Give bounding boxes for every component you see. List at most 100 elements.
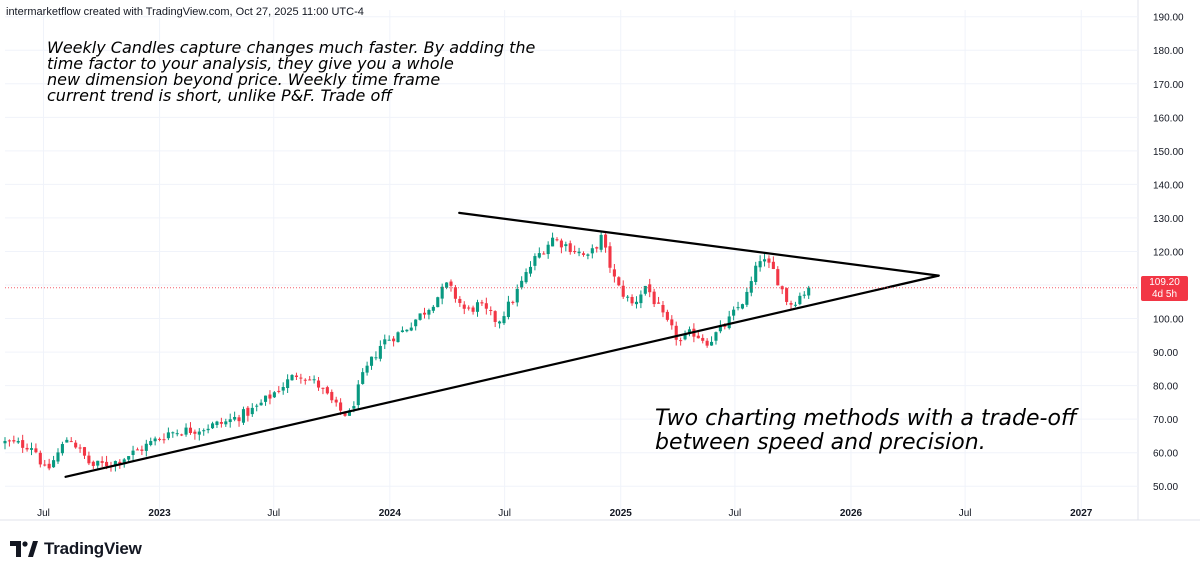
- candle-body: [422, 312, 427, 315]
- tradingview-branding[interactable]: TradingView: [10, 538, 142, 560]
- candle-body: [166, 432, 170, 439]
- candle-body: [286, 379, 290, 389]
- candle-body: [321, 387, 325, 389]
- candle-body: [158, 438, 162, 440]
- candle-body: [701, 337, 705, 341]
- candle-body: [149, 441, 153, 446]
- candle-body: [299, 377, 303, 379]
- candle-body: [29, 448, 34, 450]
- candle-body: [785, 288, 789, 302]
- candle-body: [608, 246, 612, 268]
- candle-body: [520, 280, 524, 288]
- candle-body: [670, 319, 674, 326]
- candle-body: [122, 459, 126, 463]
- candle-body: [789, 303, 793, 305]
- annotation-top-note[interactable]: Weekly Candles capture changes much fast…: [47, 38, 536, 105]
- price-tick-label: 190.00: [1153, 13, 1184, 24]
- candle-body: [12, 440, 16, 442]
- candle-body: [445, 282, 449, 288]
- candle-body: [56, 452, 60, 462]
- candle-body: [643, 285, 647, 294]
- candle-body: [246, 407, 250, 416]
- candle-body: [524, 272, 528, 283]
- candle-body: [440, 286, 444, 299]
- candle-body: [184, 427, 188, 435]
- candle-body: [723, 325, 727, 327]
- candle-body: [696, 335, 700, 339]
- candle-body: [180, 434, 184, 436]
- candle-body: [113, 461, 117, 466]
- annotation-bottom-note[interactable]: Two charting methods with a trade-off be…: [655, 406, 1077, 455]
- candle-body: [634, 301, 639, 305]
- candle-body: [595, 247, 599, 249]
- candle-body: [489, 309, 493, 311]
- candle-body: [135, 449, 140, 451]
- candle-body: [290, 375, 294, 381]
- candle-body: [467, 307, 471, 309]
- candle-body: [705, 340, 709, 346]
- candle-body: [586, 254, 590, 256]
- candle-body: [498, 321, 502, 324]
- candle-body: [369, 356, 374, 366]
- candle-body: [347, 410, 351, 416]
- time-tick-label: 2023: [148, 508, 171, 519]
- candle-body: [807, 287, 811, 296]
- candle-body: [219, 422, 223, 424]
- price-tick-label: 130.00: [1153, 214, 1184, 225]
- candle-body: [7, 440, 11, 442]
- candle-body: [316, 380, 321, 388]
- price-tick-label: 80.00: [1153, 382, 1178, 393]
- candle-body: [65, 439, 69, 443]
- candle-body: [626, 296, 630, 298]
- candle-body: [387, 339, 391, 341]
- candle-body: [687, 329, 692, 334]
- candle-body: [802, 294, 806, 296]
- candle-body: [793, 304, 797, 306]
- last-price-label: 109.20 4d 5h: [1141, 275, 1188, 301]
- candle-body: [392, 338, 396, 342]
- candle-body: [294, 375, 298, 378]
- candle-body: [131, 450, 135, 455]
- candle-body: [118, 461, 122, 464]
- candle-body: [639, 294, 643, 304]
- candle-body: [458, 298, 462, 304]
- candle-body: [745, 291, 749, 305]
- candle-body: [100, 461, 104, 463]
- candle-body: [91, 461, 95, 466]
- candle-body: [414, 319, 418, 327]
- candle-body: [127, 456, 131, 460]
- candle-body: [378, 345, 382, 359]
- candle-body: [87, 455, 91, 464]
- time-tick-label: Jul: [37, 508, 50, 519]
- candle-body: [679, 340, 683, 342]
- candle-body: [268, 394, 272, 399]
- candle-body: [188, 427, 193, 433]
- candle-body: [436, 297, 440, 308]
- candle-body: [69, 441, 73, 443]
- candle-body: [343, 411, 347, 416]
- candle-body: [727, 316, 731, 329]
- candle-body: [272, 392, 276, 398]
- candle-body: [652, 291, 656, 305]
- candle-body: [224, 421, 228, 425]
- chart-attribution: intermarketflow created with TradingView…: [6, 6, 364, 18]
- candle-body: [233, 416, 237, 420]
- candle-body: [228, 419, 232, 423]
- price-tick-label: 160.00: [1153, 113, 1184, 124]
- price-axis: 50.0060.0070.0080.0090.00100.00110.00120…: [1153, 13, 1184, 494]
- candle-body: [153, 438, 157, 442]
- candles: [3, 231, 811, 472]
- lower-trendline: [64, 274, 940, 478]
- candle-body: [396, 332, 400, 343]
- candle-body: [528, 266, 533, 274]
- candle-body: [559, 240, 563, 248]
- candle-body: [462, 304, 466, 309]
- candle-body: [330, 391, 334, 401]
- candle-body: [197, 431, 201, 435]
- candle-body: [325, 387, 329, 394]
- candle-body: [206, 428, 210, 431]
- candle-body: [453, 287, 457, 299]
- candle-body: [665, 311, 669, 320]
